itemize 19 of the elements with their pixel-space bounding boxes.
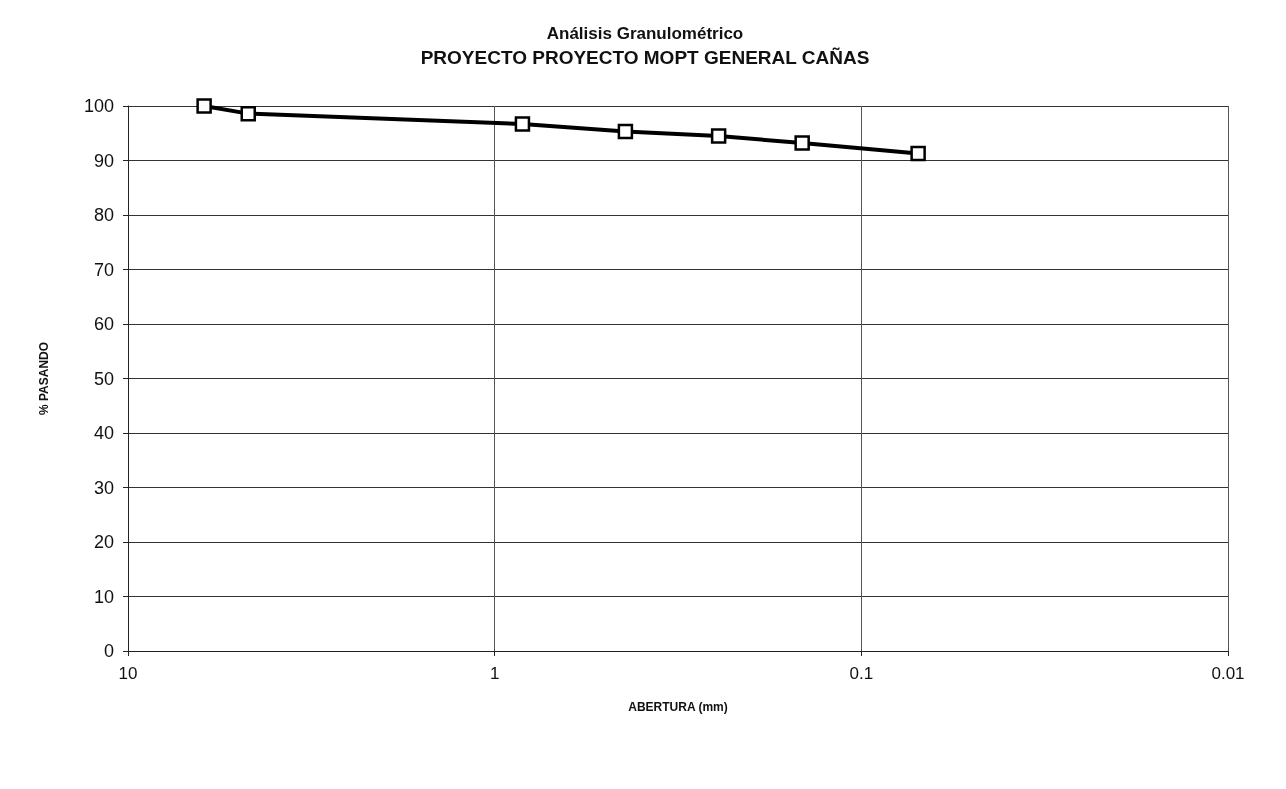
y-tick-label: 80 (93, 205, 114, 225)
y-tick-label: 10 (93, 586, 114, 607)
y-tick-label: 0 (103, 641, 114, 661)
x-tick-label: 0.1 (849, 664, 874, 683)
y-tick-label: 70 (93, 259, 114, 280)
x-axis-title: ABERTURA (mm) (628, 700, 728, 714)
y-axis-title: % PASANDO (37, 341, 51, 416)
chart-subtitle: PROYECTO PROYECTO MOPT GENERAL CAÑAS (420, 47, 870, 68)
y-tick-label: 50 (93, 368, 114, 389)
chart-title: Análisis Granulométrico (546, 24, 744, 43)
x-tick-label: 10 (118, 664, 138, 683)
y-tick-label: 40 (93, 423, 114, 443)
y-tick-label: 20 (93, 532, 114, 552)
x-tick-label: 1 (489, 664, 500, 683)
y-tick-label: 30 (93, 477, 114, 498)
y-tick-label: 60 (93, 314, 114, 334)
x-tick-label: 0.01 (1211, 664, 1245, 683)
y-tick-label: 90 (93, 150, 114, 171)
y-tick-label: 100 (83, 96, 114, 116)
